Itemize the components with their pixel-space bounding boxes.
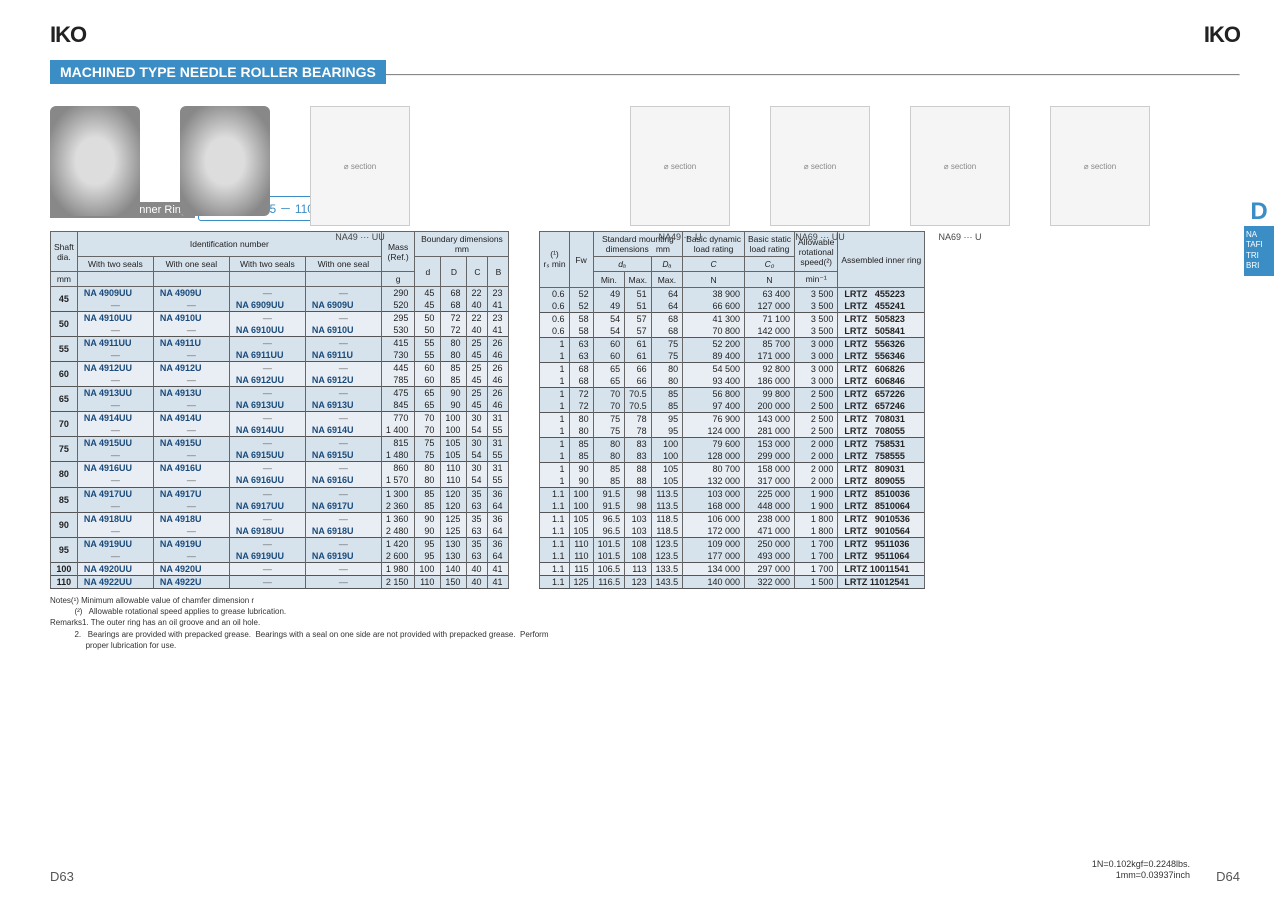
- table-row: 0.65249516438 90063 4003 500LRTZ 455223: [540, 288, 925, 301]
- side-tab: D NA TAFI TRI BRI: [1244, 198, 1274, 276]
- section-letter: D: [1244, 198, 1274, 226]
- table-row: 180757895124 000281 0002 500LRTZ 708055: [540, 425, 925, 438]
- table-row: 1.110596.5103118.5106 000238 0001 800LRT…: [540, 513, 925, 526]
- table-row: 16865668054 50092 8003 000LRTZ 606826: [540, 363, 925, 376]
- table-row: 1727070.58597 400200 0002 500LRTZ 657246: [540, 400, 925, 413]
- table-row: 1908588105132 000317 0002 000LRTZ 809055: [540, 475, 925, 488]
- table-row: 1727070.58556 80099 8002 500LRTZ 657226: [540, 388, 925, 401]
- table-row: ——NA 6911UUNA 6911U73055804546: [51, 349, 509, 362]
- diagram-2: ⌀ section NA49 ··· U: [630, 106, 730, 242]
- table-row: 1.110596.5103118.5172 000471 0001 800LRT…: [540, 525, 925, 538]
- table-row: 1.1115106.5113133.5134 000297 0001 700LR…: [540, 563, 925, 576]
- diagram-3: ⌀ section NA69 ··· UU: [770, 106, 870, 242]
- table-row: ——NA 6913UUNA 6913U84565904546: [51, 399, 509, 412]
- table-row: 16360617552 20085 7003 000LRTZ 556326: [540, 338, 925, 351]
- table-row: 1858083100128 000299 0002 000LRTZ 758555: [540, 450, 925, 463]
- table-row: ——NA 6909UUNA 6909U52045684041: [51, 299, 509, 312]
- table-row: 1.1110101.5108123.5177 000493 0001 700LR…: [540, 550, 925, 563]
- table-row: 0.65854576841 30071 1003 500LRTZ 505823: [540, 313, 925, 326]
- diagram-1: ⌀ section NA49 ··· UU: [310, 106, 410, 242]
- brand-logo-left: IKO: [50, 22, 86, 48]
- table-left: Shaft dia. Identification number Mass (R…: [50, 231, 509, 589]
- table-row: 16865668093 400186 0003 000LRTZ 606846: [540, 375, 925, 388]
- brand-logo-right: IKO: [1204, 22, 1240, 48]
- diagram-4: ⌀ section NA69 ··· U: [910, 106, 1010, 242]
- table-row: 85NA 4917UUNA 4917U——1 300851203536: [51, 487, 509, 500]
- table-row: 1.1125116.5123143.5140 000322 0001 500LR…: [540, 576, 925, 589]
- table-row: 95NA 4919UUNA 4919U——1 420951303536: [51, 537, 509, 550]
- page-title: MACHINED TYPE NEEDLE ROLLER BEARINGS: [50, 60, 386, 84]
- table-row: ——NA 6919UUNA 6919U2 600951306364: [51, 550, 509, 563]
- notes: Notes(¹) Minimum allowable value of cham…: [50, 595, 1240, 651]
- table-row: 16360617589 400171 0003 000LRTZ 556346: [540, 350, 925, 363]
- table-row: ——NA 6914UUNA 6914U1 400701005455: [51, 424, 509, 437]
- table-row: 70NA 4914UUNA 4914U——770701003031: [51, 412, 509, 425]
- table-row: 1.110091.598113.5168 000448 0001 900LRTZ…: [540, 500, 925, 513]
- table-row: 185808310079 600153 0002 000LRTZ 758531: [540, 438, 925, 451]
- table-row: 75NA 4915UUNA 4915U——815751053031: [51, 437, 509, 450]
- page-num-left: D63: [50, 869, 74, 884]
- bearing-photo-2: [180, 106, 270, 216]
- table-row: 80NA 4916UUNA 4916U——860801103031: [51, 462, 509, 475]
- table-row: 60NA 4912UUNA 4912U——44560852526: [51, 362, 509, 375]
- diagram-row: ⌀ section NA49 ··· UU ⌀ section NA49 ···…: [50, 106, 1240, 242]
- table-row: 0.65249516466 600127 0003 500LRTZ 455241: [540, 300, 925, 313]
- side-tab-items: NA TAFI TRI BRI: [1244, 226, 1274, 276]
- table-row: ——NA 6915UUNA 6915U1 480751055455: [51, 449, 509, 462]
- table-row: 100NA 4920UUNA 4920U——1 9801001404041: [51, 562, 509, 575]
- table-row: ——NA 6917UUNA 6917U2 360851206364: [51, 500, 509, 513]
- table-row: 190858810580 700158 0002 000LRTZ 809031: [540, 463, 925, 476]
- table-row: ——NA 6916UUNA 6916U1 570801105455: [51, 474, 509, 487]
- table-row: ——NA 6910UUNA 6910U53050724041: [51, 324, 509, 337]
- table-row: 45NA 4909UUNA 4909U——29045682223: [51, 287, 509, 300]
- table-right: (¹) rₛ min Fw Standard mounting dimensio…: [539, 231, 925, 589]
- conversion-note: 1N=0.102kgf=0.2248lbs.1mm=0.03937inch: [1092, 859, 1190, 882]
- table-row: 110NA 4922UUNA 4922U——2 1501101504041: [51, 575, 509, 588]
- diagram-5: ⌀ section: [1050, 106, 1150, 226]
- table-row: 55NA 4911UUNA 4911U——41555802526: [51, 337, 509, 350]
- table-row: 90NA 4918UUNA 4918U——1 360901253536: [51, 512, 509, 525]
- table-row: 65NA 4913UUNA 4913U——47565902526: [51, 387, 509, 400]
- table-row: ——NA 6918UUNA 6918U2 480901256364: [51, 525, 509, 538]
- table-row: ——NA 6912UUNA 6912U78560854546: [51, 374, 509, 387]
- table-row: 1.1110101.5108123.5109 000250 0001 700LR…: [540, 538, 925, 551]
- table-row: 0.65854576870 800142 0003 500LRTZ 505841: [540, 325, 925, 338]
- bearing-photo-1: [50, 106, 140, 216]
- page-num-right: D64: [1216, 869, 1240, 884]
- table-row: 18075789576 900143 0002 500LRTZ 708031: [540, 413, 925, 426]
- table-row: 1.110091.598113.5103 000225 0001 900LRTZ…: [540, 488, 925, 501]
- table-row: 50NA 4910UUNA 4910U——29550722223: [51, 312, 509, 325]
